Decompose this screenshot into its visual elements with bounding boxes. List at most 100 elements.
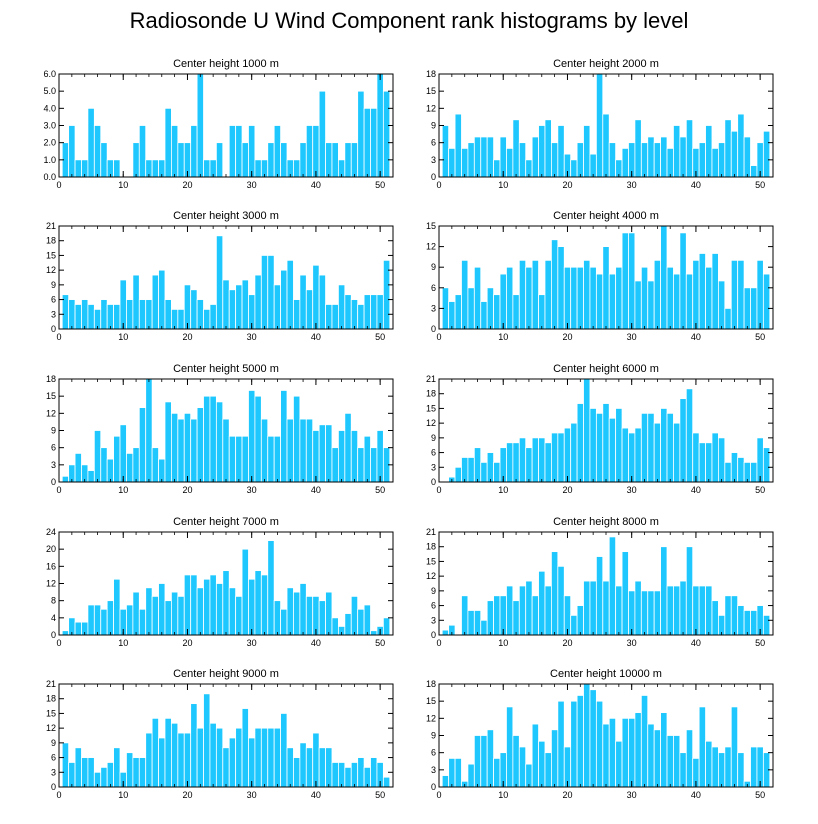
bar	[151, 447, 159, 483]
y-tick-label: 15	[426, 556, 436, 566]
bar	[724, 595, 732, 636]
bar	[81, 299, 89, 330]
bar	[203, 159, 211, 178]
bar	[538, 125, 546, 178]
bar	[480, 735, 488, 788]
bar	[68, 299, 76, 330]
bar	[583, 378, 591, 483]
bar	[305, 125, 314, 178]
bar	[363, 435, 371, 483]
bar	[100, 299, 108, 330]
bar	[750, 165, 758, 178]
bar	[177, 732, 185, 788]
bar	[583, 580, 591, 636]
bar	[68, 125, 76, 178]
bar	[299, 742, 307, 788]
bar	[222, 418, 230, 483]
bar	[461, 457, 469, 483]
bar	[305, 747, 314, 788]
bar	[673, 422, 681, 483]
bar	[518, 259, 527, 330]
bar	[486, 136, 494, 178]
bar	[595, 700, 604, 788]
bar	[551, 239, 559, 330]
chart-panel-8: Center height 8000 m 0 3 6 9 12 15 18 21 0 10 20 30 4…	[426, 516, 774, 648]
bar	[228, 289, 237, 330]
bar	[634, 712, 642, 788]
y-tick-label: 3	[431, 462, 436, 472]
bar	[441, 775, 450, 788]
bar	[164, 717, 172, 788]
bar	[634, 119, 642, 178]
y-tick-label: 2.0	[43, 138, 56, 148]
bar	[260, 574, 269, 636]
y-tick-label: 0.0	[43, 172, 56, 182]
bar	[621, 717, 629, 788]
y-tick-label: 0	[431, 782, 436, 792]
y-tick-label: 6	[51, 295, 56, 305]
bar	[299, 274, 307, 330]
bar	[363, 294, 371, 330]
bar	[570, 266, 578, 330]
bar	[595, 73, 604, 178]
bar	[506, 706, 514, 788]
bar	[145, 378, 153, 483]
bar	[138, 608, 147, 636]
bar	[344, 142, 352, 178]
bar	[164, 299, 172, 330]
bar	[506, 147, 514, 178]
bar	[480, 461, 488, 483]
bar	[512, 119, 520, 178]
bar	[203, 308, 211, 330]
x-tick-label: 0	[436, 485, 441, 495]
bar	[228, 737, 237, 788]
x-tick-label: 0	[56, 180, 61, 190]
bar	[557, 700, 565, 788]
bar	[467, 287, 475, 330]
bar	[724, 307, 732, 330]
panel-title: Center height 2000 m	[553, 58, 659, 70]
y-tick-label: 21	[46, 221, 56, 231]
bar	[228, 587, 237, 636]
bar	[106, 304, 114, 330]
bar	[344, 766, 352, 788]
bar	[382, 90, 391, 178]
bar	[634, 580, 642, 636]
x-tick-label: 30	[247, 180, 257, 190]
bar	[183, 574, 192, 636]
panel-title: Center height 4000 m	[553, 210, 659, 222]
y-tick-label: 18	[426, 679, 436, 689]
bar	[305, 289, 314, 330]
bar	[518, 746, 527, 788]
bar	[126, 299, 134, 330]
y-tick-label: 18	[46, 374, 56, 384]
y-tick-label: 15	[426, 221, 436, 231]
bar	[570, 614, 578, 636]
bar	[190, 703, 198, 788]
bar	[454, 466, 462, 483]
bar	[357, 608, 365, 636]
x-tick-label: 0	[56, 638, 61, 648]
chart-panel-3: Center height 3000 m 0 3 6 9 12 15 18 21 0 10 20 30 4…	[46, 210, 394, 342]
bar	[215, 401, 224, 483]
bar	[570, 700, 578, 788]
x-tick-label: 50	[375, 638, 385, 648]
bar	[576, 605, 584, 636]
bar	[692, 585, 700, 636]
bar	[222, 279, 230, 330]
bar	[718, 752, 726, 788]
y-tick-label: 18	[46, 694, 56, 704]
bar	[608, 717, 617, 788]
bar	[171, 412, 179, 483]
bar	[730, 706, 739, 788]
x-tick-label: 40	[311, 790, 321, 800]
y-tick-label: 0	[51, 324, 56, 334]
bar	[602, 113, 610, 178]
y-tick-label: 3	[51, 309, 56, 319]
y-tick-label: 18	[426, 389, 436, 399]
bar	[595, 273, 604, 330]
bar	[743, 610, 751, 636]
bar	[338, 762, 346, 788]
bar	[615, 266, 623, 330]
bar	[531, 437, 539, 483]
